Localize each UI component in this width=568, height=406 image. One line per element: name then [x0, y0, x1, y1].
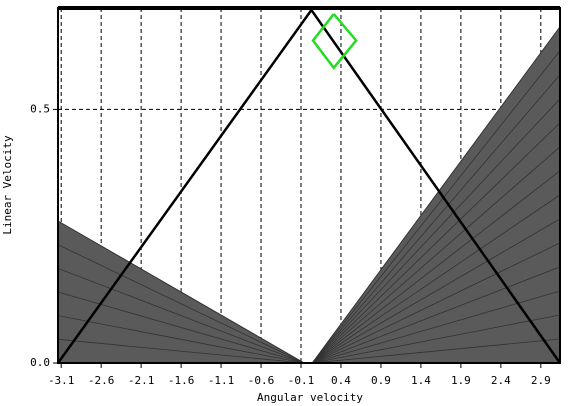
y-tick-label: 0.0	[30, 356, 50, 369]
x-tick-label: -1.6	[168, 374, 195, 387]
y-tick-label: 0.5	[30, 102, 50, 115]
x-tick-label: -0.1	[288, 374, 315, 387]
x-tick-label: 1.4	[411, 374, 431, 387]
x-tick-label: 1.9	[451, 374, 471, 387]
x-tick-label: 0.9	[371, 374, 391, 387]
fan-line	[311, 146, 561, 364]
fan-line	[311, 74, 561, 364]
fan-line	[312, 338, 561, 364]
fan-line	[312, 242, 561, 364]
region	[311, 25, 561, 364]
x-tick-label: 0.4	[331, 374, 351, 387]
x-axis-label: Angular velocity	[257, 391, 363, 404]
fan-line	[311, 170, 561, 364]
fan-line	[311, 194, 561, 364]
fan-line	[57, 338, 305, 364]
x-tick-label: 2.4	[491, 374, 511, 387]
fan-line	[57, 315, 305, 364]
fan-line	[312, 266, 561, 364]
outline	[311, 13, 358, 70]
fan-line	[311, 50, 561, 364]
fan-line	[311, 122, 561, 364]
fan-line	[312, 314, 561, 364]
x-tick-label: -2.6	[88, 374, 115, 387]
x-tick-label: -1.1	[208, 374, 235, 387]
fan-line	[57, 267, 305, 364]
x-tick-label: -3.1	[48, 374, 75, 387]
x-tick-label: -0.6	[248, 374, 275, 387]
fan-line	[57, 244, 305, 364]
x-tick-label: 2.9	[531, 374, 551, 387]
x-tick-label: -2.1	[128, 374, 155, 387]
fan-line	[311, 218, 561, 364]
fan-line	[311, 98, 561, 364]
y-axis-label: Linear Velocity	[1, 135, 14, 235]
outline	[56, 7, 562, 364]
